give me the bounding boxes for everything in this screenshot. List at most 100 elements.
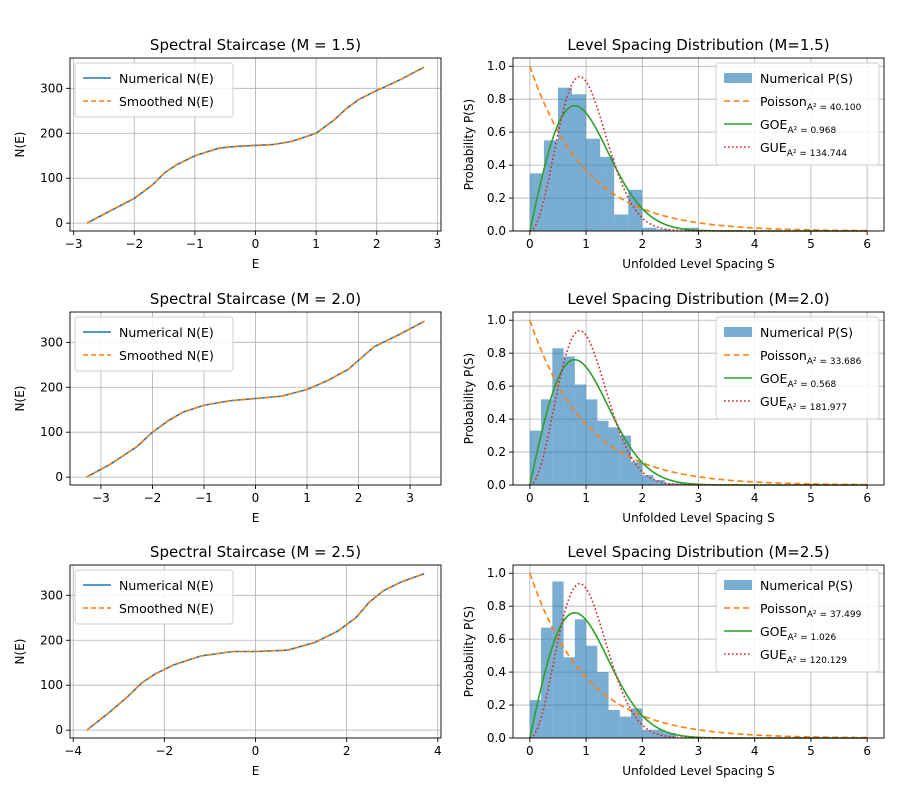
x-tick-label: −1 [186, 237, 204, 251]
x-tick-label: −2 [125, 237, 143, 251]
chart-title: Level Spacing Distribution (M=1.5) [567, 36, 829, 54]
legend-label-main: Numerical P(S) [760, 325, 853, 340]
histogram-bar [642, 227, 657, 231]
histogram-bar [541, 627, 553, 738]
y-axis-label: N(E) [13, 386, 27, 412]
x-tick-label: 2 [638, 237, 646, 251]
x-tick-label: −1 [195, 491, 213, 505]
histogram-bar [653, 729, 665, 738]
y-tick-label: 100 [40, 678, 63, 692]
y-tick-label: 0.8 [487, 346, 506, 360]
legend-label-main: GOE [760, 117, 788, 132]
legend-label: GOEA² = 0.568 [760, 371, 837, 390]
legend-label: PoissonA² = 33.686 [760, 348, 862, 367]
histogram-bar [619, 435, 632, 485]
chart-title: Level Spacing Distribution (M=2.5) [567, 543, 829, 561]
legend-label-sub: A² = 1.026 [787, 633, 836, 643]
legend-label-sub: A² = 37.499 [807, 610, 862, 620]
x-tick-label: 4 [434, 744, 442, 758]
y-tick-label: 300 [40, 81, 63, 95]
chart-title: Spectral Staircase (M = 1.5) [150, 36, 361, 54]
y-tick-label: 0 [55, 723, 63, 737]
legend-label: GUEA² = 134.744 [760, 140, 847, 159]
y-tick-label: 200 [40, 380, 63, 394]
histogram-bar [600, 156, 615, 231]
x-tick-label: 0 [526, 491, 534, 505]
histogram-bar [552, 581, 564, 738]
chart-title: Spectral Staircase (M = 2.5) [150, 543, 361, 561]
x-tick-label: −4 [64, 744, 82, 758]
legend-label: Smoothed N(E) [119, 601, 214, 616]
y-tick-label: 0 [55, 216, 63, 230]
legend-label: Numerical P(S) [760, 578, 853, 593]
x-tick-label: 1 [582, 744, 590, 758]
histogram-bar [664, 483, 677, 485]
histogram-bar [557, 87, 573, 232]
legend-box [715, 62, 880, 166]
y-tick-label: 0.6 [487, 632, 506, 646]
chart-title: Spectral Staircase (M = 2.0) [150, 290, 361, 308]
x-tick-label: 3 [434, 237, 442, 251]
x-tick-label: 1 [312, 237, 320, 251]
legend-label-main: GUE [760, 647, 787, 662]
legend-label-main: GOE [760, 624, 788, 639]
legend-label-sub: A² = 0.568 [787, 380, 836, 390]
x-tick-label: 3 [695, 744, 703, 758]
histogram-bar [529, 700, 542, 738]
x-tick-label: 5 [807, 237, 815, 251]
legend-box [74, 62, 234, 118]
legend-label: Numerical N(E) [119, 325, 214, 340]
histogram-bar [552, 348, 564, 485]
x-axis-label: Unfolded Level Spacing S [622, 511, 774, 525]
y-axis-label: Probability P(S) [462, 99, 476, 190]
y-tick-label: 0.0 [487, 731, 506, 745]
histogram-bar [586, 399, 598, 485]
histogram-bar [608, 427, 620, 485]
x-tick-label: 2 [373, 237, 381, 251]
x-tick-label: 6 [863, 491, 871, 505]
histogram-bar [631, 461, 643, 485]
y-tick-label: 0.2 [487, 698, 506, 712]
legend-label: GOEA² = 1.026 [760, 624, 837, 643]
y-tick-label: 0.6 [487, 379, 506, 393]
y-tick-label: 100 [40, 171, 63, 185]
legend-label-main: GUE [760, 140, 787, 155]
x-tick-label: 6 [863, 237, 871, 251]
subplot-4: 0 1 2 3 4 5 6 0.0 0.2 0.4 0.6 0.8 1.0 Level Spacing D… [462, 290, 885, 525]
y-tick-label: 0.2 [487, 191, 506, 205]
x-axis-label: E [252, 511, 260, 525]
x-tick-label: 0 [252, 744, 260, 758]
legend-label-main: Numerical P(S) [760, 578, 853, 593]
y-tick-label: 1.0 [487, 313, 506, 327]
y-tick-label: 0.8 [487, 599, 506, 613]
y-tick-label: 200 [40, 126, 63, 140]
x-tick-label: 0 [526, 237, 534, 251]
legend-label-sub: A² = 40.100 [807, 103, 862, 113]
legend-label: Numerical P(S) [760, 325, 853, 340]
y-tick-label: 1.0 [487, 566, 506, 580]
histogram-bar [656, 229, 671, 231]
x-tick-label: 1 [582, 237, 590, 251]
x-tick-label: 3 [695, 237, 703, 251]
poisson-curve [529, 572, 868, 739]
y-tick-label: 300 [40, 588, 63, 602]
x-tick-label: 2 [638, 744, 646, 758]
x-tick-label: 2 [343, 744, 351, 758]
histogram-bar [586, 645, 598, 738]
legend-label-main: GUE [760, 394, 787, 409]
y-tick-label: 0.6 [487, 125, 506, 139]
subplot-3: −3 −2 −1 0 1 2 3 0 100 200 300 Spectral Staircase (… [13, 290, 442, 525]
legend-box [715, 316, 880, 420]
x-tick-label: 1 [303, 491, 311, 505]
x-tick-label: −3 [92, 491, 110, 505]
histogram-bar [614, 214, 629, 231]
histogram-bar [563, 657, 575, 738]
series-smoothed-line [86, 573, 425, 731]
histogram-bar [574, 384, 587, 485]
histogram [529, 348, 688, 485]
y-tick-label: 1.0 [487, 59, 506, 73]
legend-label: Numerical P(S) [760, 71, 853, 86]
